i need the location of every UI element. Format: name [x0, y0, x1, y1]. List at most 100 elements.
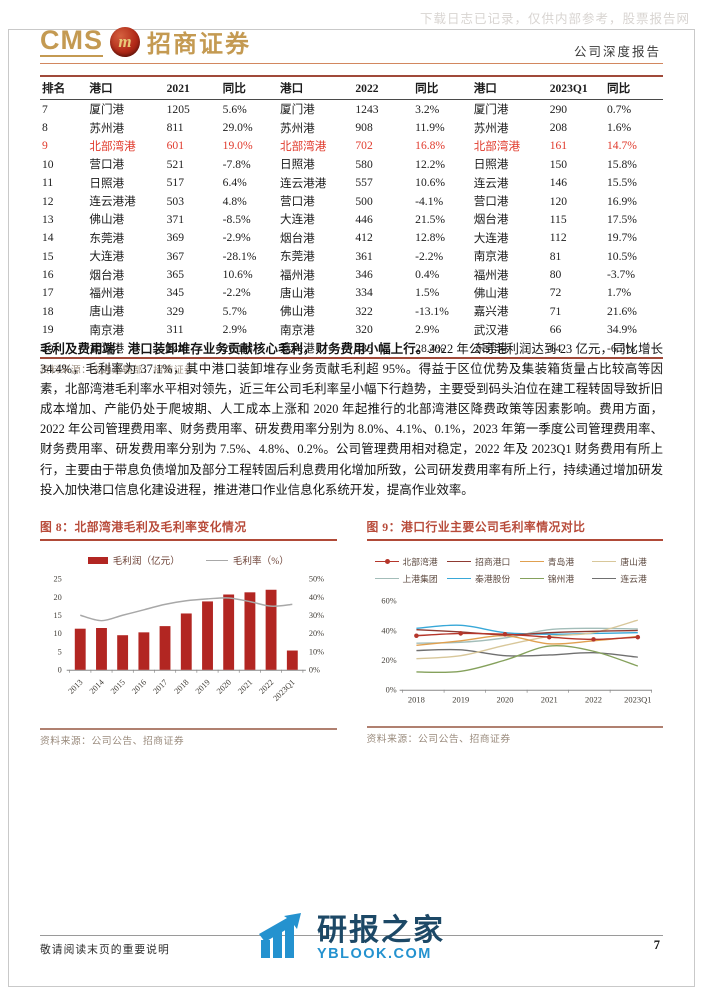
table-cell: 120 [549, 194, 568, 208]
table-cell: -4.1% [415, 194, 444, 208]
table-cell: -2.2% [222, 286, 251, 300]
table-source-note: 资料来源：交通运输部、招商证券 [40, 365, 195, 377]
table-cell: 1205 [166, 102, 190, 116]
cms-logo-badge-icon: m [110, 26, 140, 57]
legend-line-swatch [374, 576, 399, 582]
svg-text:2017: 2017 [151, 678, 169, 696]
table-cell: 嘉兴港 [279, 342, 315, 356]
table-header-cell: 2023Q1 [547, 76, 605, 100]
table-cell: 武汉港 [89, 342, 125, 356]
table-cell: 大连港 [473, 231, 509, 245]
legend-line-swatch [592, 576, 617, 582]
table-cell: 8 [42, 121, 48, 135]
table-cell: 208 [549, 121, 568, 135]
table-cell: 东莞港 [89, 231, 125, 245]
table-cell: 营口港 [473, 195, 509, 209]
table-cell: 0.4% [415, 268, 440, 282]
table-row: 11 日照港 517 6.4% 连云港港 557 10.6% 连云港 146 15.5% [40, 174, 663, 192]
table-cell: 14 [42, 231, 54, 245]
legend-line-swatch [447, 576, 472, 582]
table-cell: 503 [166, 194, 184, 208]
table-cell: 日照港 [473, 158, 509, 172]
table-cell: 苏州港 [473, 121, 509, 135]
legend-item: 唐山港 [592, 555, 663, 568]
table-cell: -2.2% [415, 249, 444, 263]
table-cell: 11.9% [415, 121, 445, 135]
figures-row: 图 8：北部湾港毛利及毛利率变化情况 毛利润（亿元） 毛利率（%） 0 5 10 15 2… [40, 518, 663, 747]
svg-text:20: 20 [53, 593, 61, 602]
table-cell: 367 [166, 249, 184, 263]
table-cell: 161 [549, 139, 568, 153]
figure-9: 图 9：港口行业主要公司毛利率情况对比 北部湾港 招商港口 青岛港 唐山港 上港集团 秦港… [366, 518, 663, 747]
svg-text:20%: 20% [381, 656, 396, 665]
table-row: 10 营口港 521 -7.8% 日照港 580 12.2% 日照港 150 15.8% [40, 155, 663, 173]
watermark-texts: 研报之家 YBLOOK.COM [317, 915, 445, 962]
legend-label: 上港集团 [402, 574, 438, 584]
table-cell: 10.6% [222, 268, 253, 282]
legend-item: 秦港股份 [447, 572, 518, 585]
legend-line-swatch [374, 559, 399, 565]
svg-text:2020: 2020 [496, 695, 513, 705]
table-row: 16 烟台港 365 10.6% 福州港 346 0.4% 福州港 80 -3.7% [40, 265, 663, 283]
legend-line-swatch [205, 559, 228, 561]
table-cell: 4.8% [222, 194, 247, 208]
table-cell: 2.9% [222, 323, 247, 337]
report-type-label: 公司深度报告 [573, 45, 661, 59]
analysis-paragraph: 毛利及费用端：港口装卸堆存业务贡献核心毛利，财务费用小幅上行。2022 年公司毛… [40, 339, 663, 500]
figure-8: 图 8：北部湾港毛利及毛利率变化情况 毛利润（亿元） 毛利率（%） 0 5 10 15 2… [40, 518, 337, 747]
table-cell: 10.5% [607, 249, 637, 263]
table-cell: 21.6% [607, 304, 637, 318]
table-cell: 营口港 [279, 195, 315, 209]
table-header-cell: 2022 [353, 76, 414, 100]
table-row: 12 连云港港 503 4.8% 营口港 500 -4.1% 营口港 120 16.9% [40, 192, 663, 210]
table-cell: 17 [42, 286, 54, 300]
table-cell: 北部湾港 [89, 139, 136, 153]
table-cell: 嘉兴港 [473, 305, 509, 319]
figure-8-label: 图 8： [40, 520, 75, 534]
svg-text:2022: 2022 [585, 695, 602, 705]
table-cell: 320 [355, 323, 373, 337]
bar-line-chart: 0 5 10 15 20 25 0% 10% 20% 30% 40% 50% 2013 2014 2015 2… [40, 569, 337, 724]
table-cell: -13.1% [415, 304, 449, 318]
legend-label: 秦港股份 [475, 574, 511, 584]
table-cell: 1.6% [607, 121, 632, 135]
table-cell: 345 [166, 286, 184, 300]
table-cell: 苏州港 [279, 121, 315, 135]
svg-text:2016: 2016 [130, 678, 148, 696]
svg-text:2021: 2021 [540, 695, 557, 705]
table-cell: 19 [42, 323, 54, 337]
table-cell: 14.7% [607, 139, 637, 153]
table-cell: 15 [42, 249, 54, 263]
legend-item: 锦州港 [519, 572, 591, 585]
table-cell: 64 [549, 341, 562, 355]
table-cell: 连云港港 [89, 195, 136, 209]
table-cell: 28.4% [415, 341, 446, 355]
table-cell: 连云港港 [279, 176, 327, 190]
table-cell: 601 [166, 139, 184, 153]
table-cell: 南京港 [473, 250, 509, 264]
figure-9-source: 资料来源：公司公告、招商证券 [366, 726, 663, 745]
table-cell: 517 [166, 176, 184, 190]
table-cell: 营口港 [89, 158, 125, 172]
table-cell: 2.9% [415, 323, 440, 337]
table-cell: 580 [355, 157, 373, 171]
table-cell: 10 [42, 157, 54, 171]
svg-text:30%: 30% [309, 611, 324, 620]
table-cell: 厦门港 [279, 103, 315, 117]
table-row: 8 苏州港 811 29.0% 苏州港 908 11.9% 苏州港 208 1.6% [40, 118, 663, 136]
table-cell: 9 [42, 139, 48, 153]
svg-text:2022: 2022 [257, 678, 275, 696]
legend-label: 青岛港 [547, 557, 575, 567]
table-header-cell: 港口 [471, 76, 548, 100]
table-cell: 15.5% [607, 176, 637, 190]
table-cell: 81 [549, 249, 562, 263]
table-cell: 369 [166, 231, 184, 245]
legend-item: 上港集团 [374, 572, 446, 585]
table-cell: 248 [166, 341, 184, 355]
svg-text:10%: 10% [309, 647, 324, 656]
table-cell: 0.7% [607, 102, 632, 116]
svg-text:2023Q1: 2023Q1 [271, 678, 296, 703]
table-row: 9 北部湾港 601 19.0% 北部湾港 702 16.8% 北部湾港 161 14.7% [40, 137, 663, 155]
table-cell: 20 [42, 341, 54, 355]
svg-text:2019: 2019 [194, 678, 212, 696]
